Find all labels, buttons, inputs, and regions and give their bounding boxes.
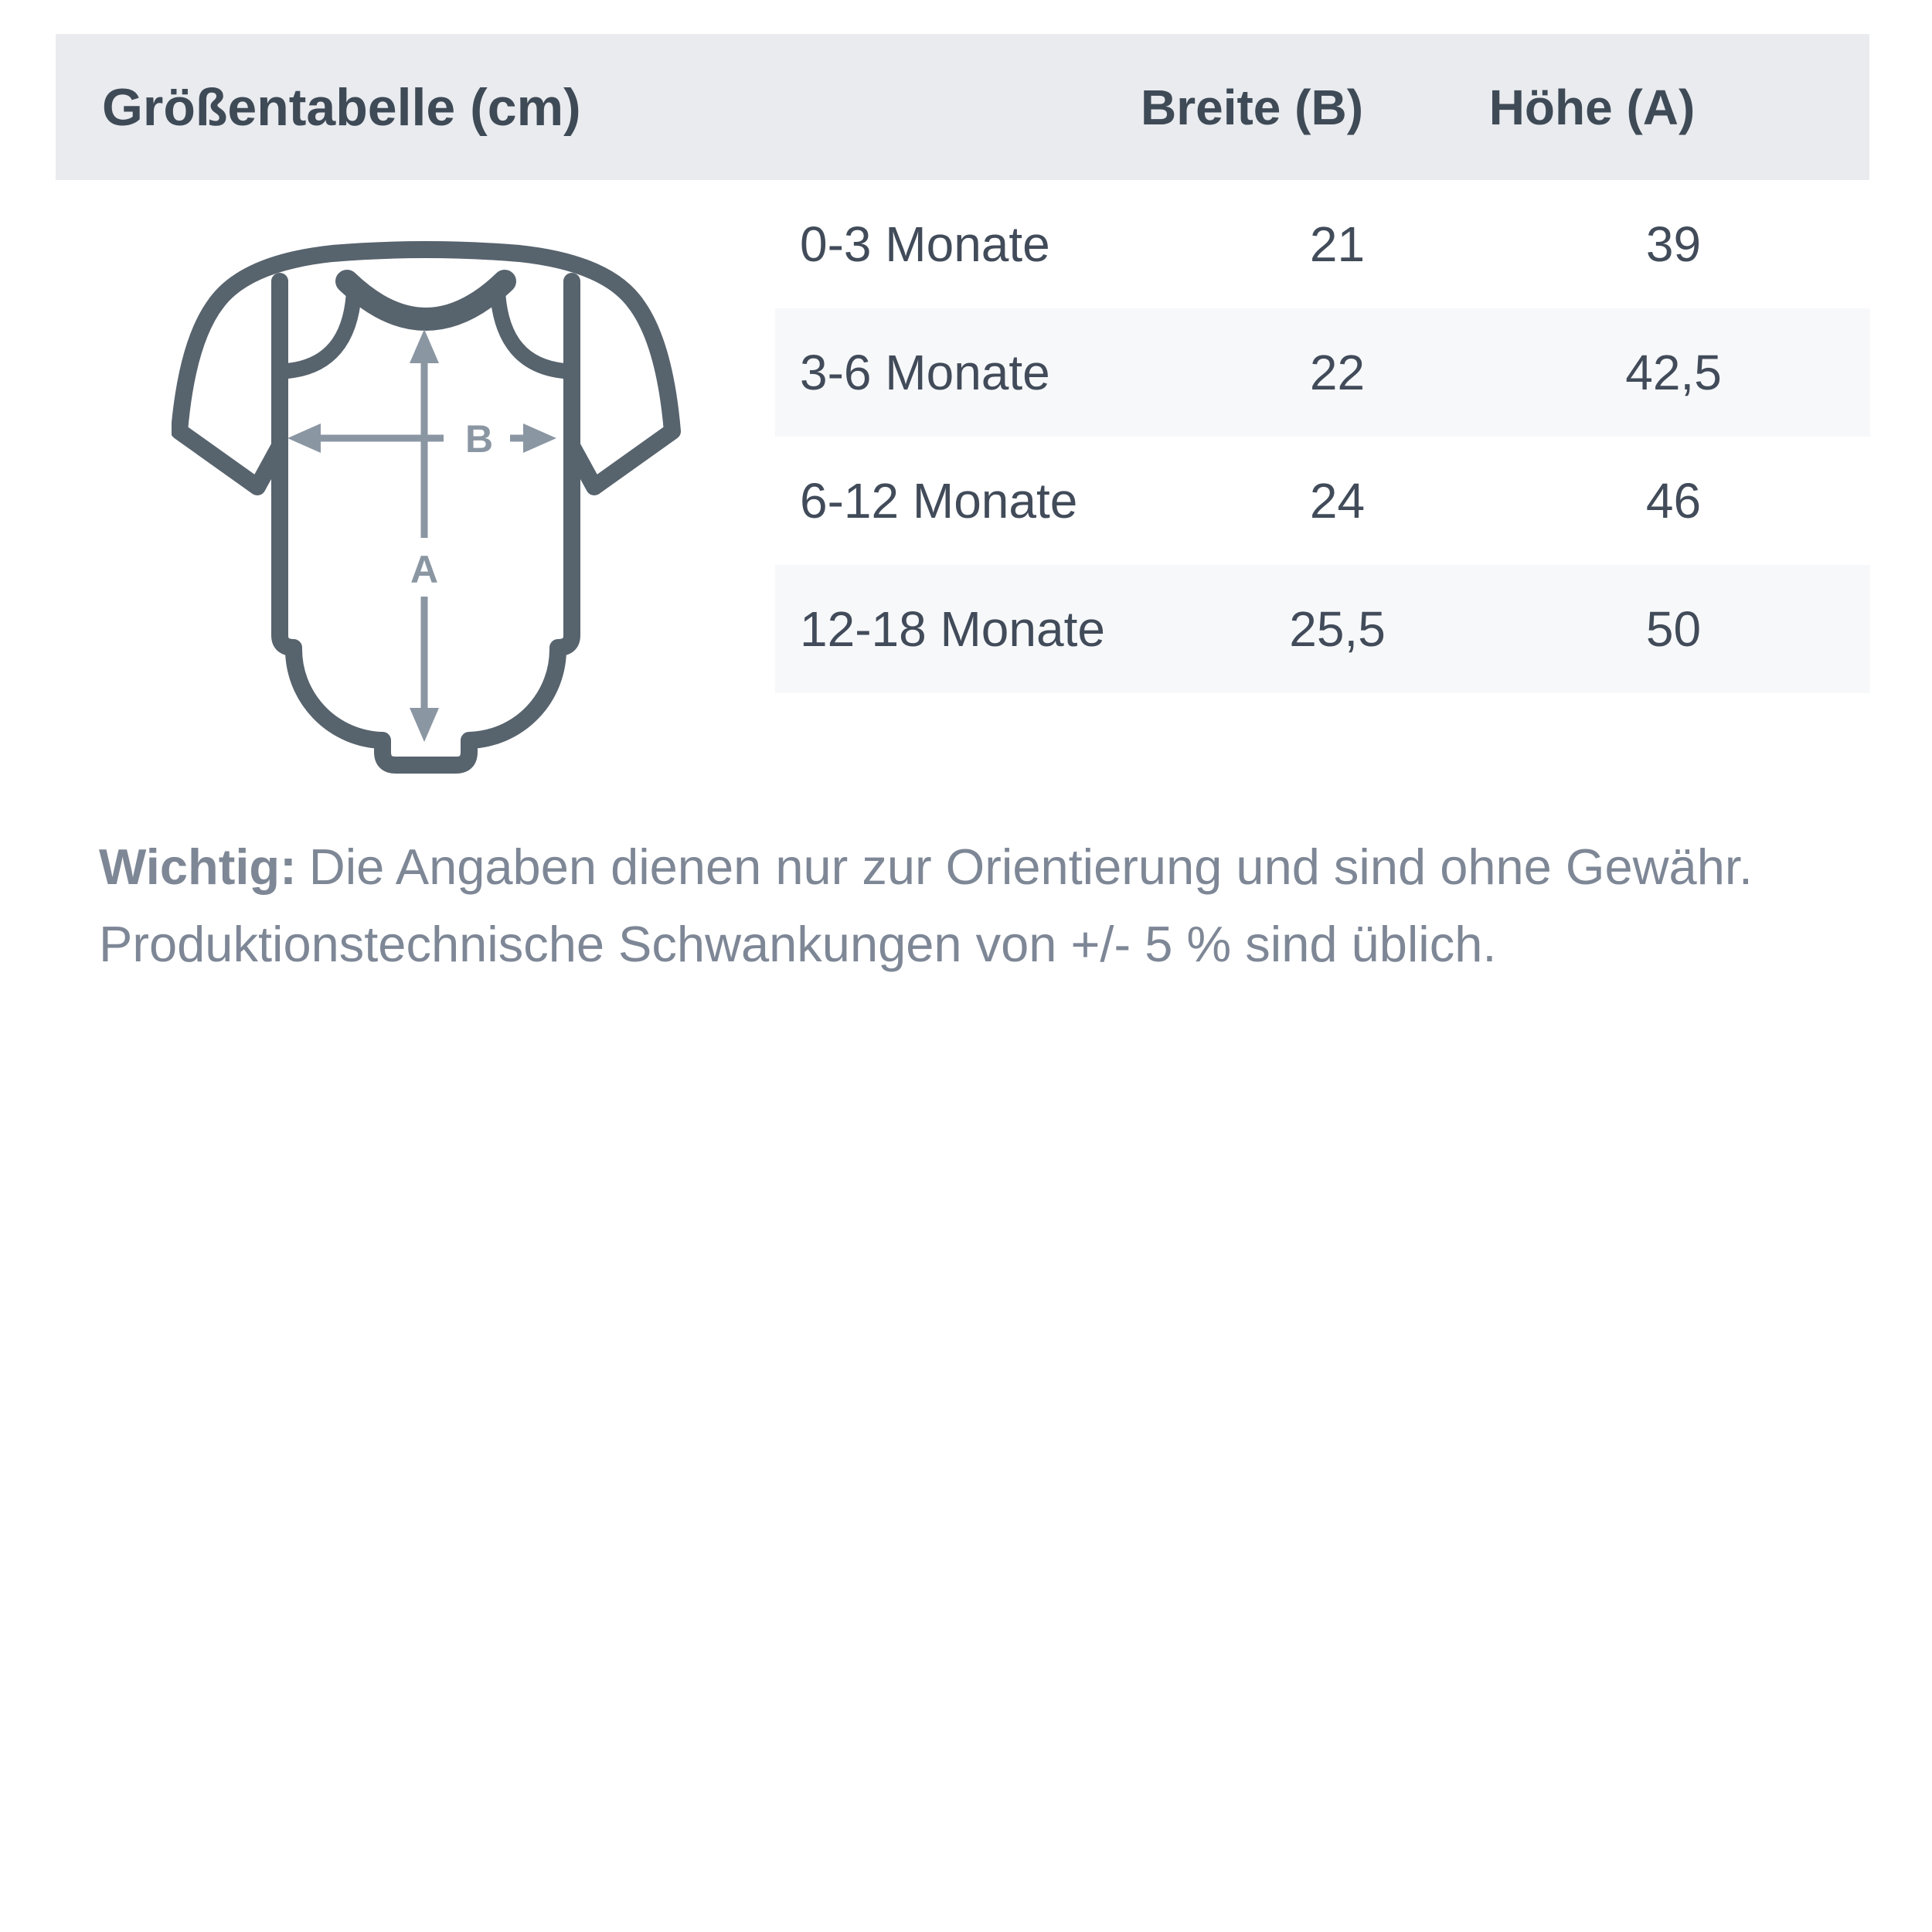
table-row: 0-3 Monate 21 39 (775, 180, 1870, 308)
row-breite-value: 24 (1309, 473, 1366, 529)
size-table: 0-3 Monate 21 39 3-6 Monate 22 42,5 6-12… (775, 180, 1870, 693)
row-breite-value: 21 (1309, 216, 1366, 272)
row-label: 6-12 Monate (800, 473, 1078, 529)
column-header-breite: Breite (B) (1140, 79, 1364, 135)
measurement-arrows: B A (287, 329, 556, 742)
arrowhead-up (410, 329, 439, 363)
table-row: 3-6 Monate 22 42,5 (775, 308, 1870, 437)
arrowhead-right (523, 423, 556, 453)
arrowhead-down (410, 708, 439, 742)
row-label: 12-18 Monate (800, 601, 1105, 657)
column-header-hoehe: Höhe (A) (1488, 79, 1696, 135)
row-hoehe-value: 42,5 (1625, 345, 1722, 400)
note-line-1: Wichtig: Die Angaben dienen nur zur Orien… (99, 828, 1876, 906)
note-line-2: Produktionstechnische Schwankungen von +… (99, 916, 1497, 972)
arrowhead-left (287, 423, 321, 453)
row-label: 0-3 Monate (800, 216, 1050, 272)
width-label: B (465, 417, 493, 461)
row-breite-value: 25,5 (1289, 601, 1386, 657)
table-row: 12-18 Monate 25,5 50 (775, 565, 1870, 693)
bodysuit-outline (172, 241, 681, 774)
note-prefix: Wichtig: (99, 838, 297, 895)
row-hoehe-value: 50 (1645, 601, 1702, 657)
disclaimer-note: Wichtig: Die Angaben dienen nur zur Orien… (99, 828, 1876, 983)
table-header-bar: Größentabelle (cm) Breite (B) Höhe (A) (56, 34, 1869, 180)
height-label: A (410, 548, 438, 591)
row-hoehe-value: 46 (1645, 473, 1702, 529)
row-label: 3-6 Monate (800, 345, 1050, 400)
row-breite-value: 22 (1309, 345, 1366, 400)
row-hoehe-value: 39 (1645, 216, 1702, 272)
page-title: Größentabelle (cm) (102, 77, 581, 137)
note-text-1: Die Angaben dienen nur zur Orientierung … (308, 838, 1753, 895)
bodysuit-diagram: B A (172, 241, 681, 774)
table-row: 6-12 Monate 24 46 (775, 437, 1870, 565)
